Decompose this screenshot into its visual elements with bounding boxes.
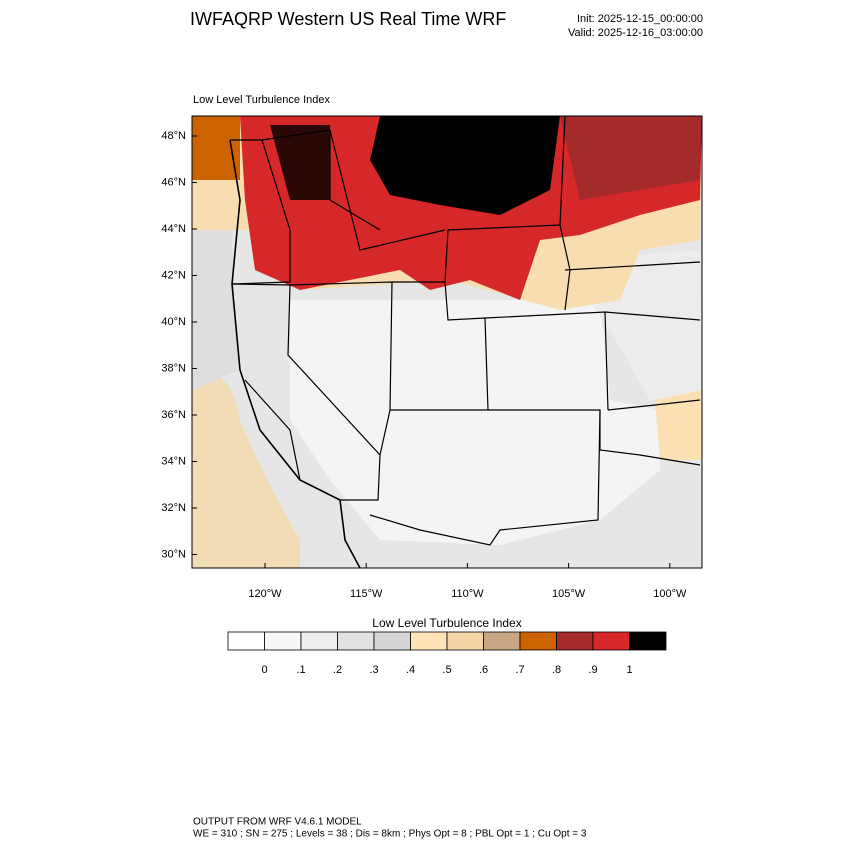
state-borders — [230, 116, 701, 546]
lat-label: 30°N — [161, 548, 186, 560]
colorbar-box — [227, 631, 265, 651]
lon-label: 105°W — [552, 588, 586, 600]
colorbar: 0 .1 .2 .3 .4 .5 .6 .7 .8 .9 1 — [227, 631, 667, 676]
colorbar-label: 0 — [261, 664, 267, 676]
colorbar-label: .7 — [515, 664, 524, 676]
colorbar-label: .8 — [552, 664, 561, 676]
coastline — [229, 139, 361, 568]
lat-label: 32°N — [161, 502, 186, 514]
colorbar-box — [337, 631, 375, 651]
colorbar-label: .5 — [442, 664, 451, 676]
colorbar-box — [300, 631, 338, 651]
footer-line: WE = 310 ; SN = 275 ; Levels = 38 ; Dis … — [193, 829, 587, 840]
colorbar-label: .3 — [369, 664, 378, 676]
lat-label: 38°N — [161, 362, 186, 374]
lon-label: 110°W — [451, 588, 484, 600]
colorbar-box — [519, 631, 557, 651]
footer-line: OUTPUT FROM WRF V4.6.1 MODEL — [193, 817, 362, 828]
colorbar-box — [446, 631, 484, 651]
colorbar-label: .4 — [406, 664, 415, 676]
colorbar-box — [410, 631, 448, 651]
title: IWFAQRP Western US Real Time WRF — [190, 9, 506, 29]
colorbar-box — [592, 631, 630, 651]
lat-label: 48°N — [161, 130, 186, 142]
field-black — [370, 116, 560, 215]
field-dark-red — [560, 116, 702, 200]
axis-labels: 48°N 46°N 44°N 42°N 40°N 38°N 36°N 34°N 32°N 30°N… — [161, 130, 687, 600]
init-time: Init: 2025-12-15_00:00:00 — [577, 13, 703, 25]
colorbar-label: .6 — [479, 664, 488, 676]
field-ocean-south — [192, 375, 300, 568]
colorbar-box — [629, 631, 667, 651]
colorbar-label: .2 — [333, 664, 342, 676]
colorbar-title: Low Level Turbulence Index — [372, 616, 521, 630]
colorbar-box — [556, 631, 594, 651]
lat-label: 46°N — [161, 176, 186, 188]
field-ocean-north — [192, 200, 240, 390]
colorbar-box — [483, 631, 521, 651]
lat-label: 44°N — [161, 223, 186, 235]
lon-label: 115°W — [350, 588, 383, 600]
colorbar-label: .9 — [588, 664, 597, 676]
lat-label: 42°N — [161, 269, 186, 281]
field-black-west — [270, 125, 330, 200]
colorbar-box — [264, 631, 302, 651]
map-frame — [191, 115, 703, 569]
map-title: Low Level Turbulence Index — [193, 94, 330, 106]
lat-label: 36°N — [161, 409, 186, 421]
lat-label: 34°N — [161, 455, 186, 467]
field-interior — [290, 300, 660, 545]
lon-label: 120°W — [248, 588, 282, 600]
lat-label: 40°N — [161, 316, 186, 328]
map — [191, 115, 703, 569]
valid-time: Valid: 2025-12-16_03:00:00 — [568, 27, 703, 39]
field-texas — [655, 390, 702, 460]
lon-label: 100°W — [653, 588, 687, 600]
colorbar-label: 1 — [626, 664, 632, 676]
colorbar-box — [373, 631, 411, 651]
field-orange — [192, 116, 240, 180]
colorbar-label: .1 — [296, 664, 305, 676]
